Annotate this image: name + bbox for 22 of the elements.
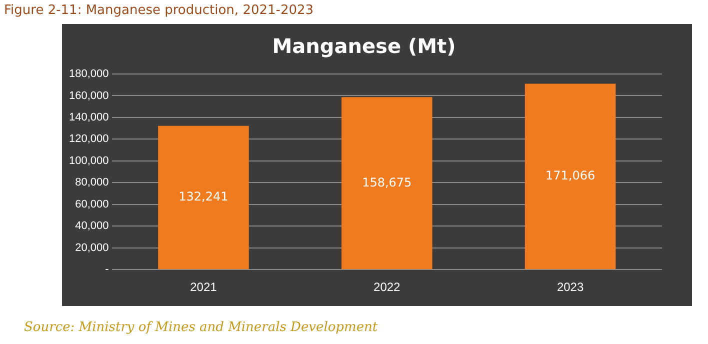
bar [524, 84, 616, 270]
y-tick-label: 180,000 [68, 68, 109, 80]
data-label: 132,241 [178, 190, 228, 204]
y-tick-label: 100,000 [68, 154, 109, 167]
y-tick-label: 20,000 [75, 242, 109, 254]
x-tick-label: 2023 [556, 280, 584, 294]
x-tick-label: 2022 [374, 280, 401, 294]
y-tick-label: 160,000 [68, 90, 109, 102]
y-tick-label: 80,000 [75, 176, 109, 189]
caption: Figure 2-11: Manganese production, 2021-2023 [4, 3, 314, 18]
y-tick-label: 140,000 [68, 112, 109, 124]
bar [158, 126, 249, 270]
bar [341, 97, 432, 270]
source-note: Source: Ministry of Mines and Minerals Development [24, 320, 378, 335]
data-label: 158,675 [362, 175, 412, 190]
y-tick-label: - [105, 264, 110, 276]
data-label: 171,066 [545, 168, 596, 183]
y-tick-label: 120,000 [68, 133, 109, 146]
y-tick-label: 60,000 [75, 198, 109, 210]
chart-title: Manganese (Mt) [272, 34, 456, 58]
x-tick-label: 2021 [190, 280, 218, 294]
y-tick-label: 40,000 [75, 220, 109, 232]
